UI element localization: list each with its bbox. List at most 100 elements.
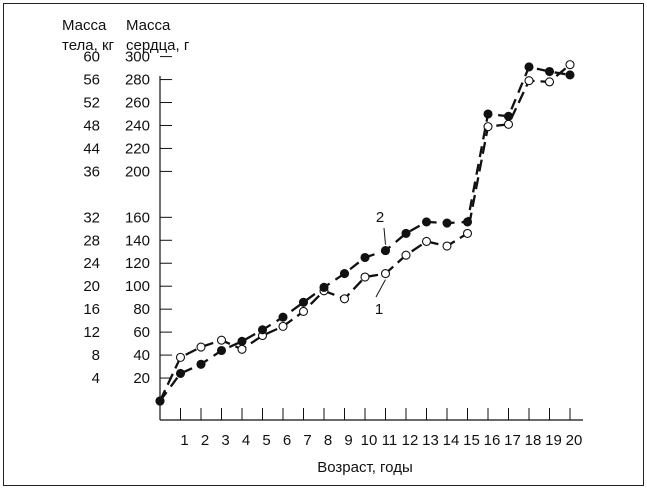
figure-frame xyxy=(3,3,644,486)
data-point-1 xyxy=(544,77,555,87)
y-tick-label-body: 28 xyxy=(83,232,100,249)
y-tick-label-heart: 80 xyxy=(133,301,150,318)
series-layer xyxy=(155,60,575,406)
data-point-2 xyxy=(360,252,370,263)
data-point-1 xyxy=(196,342,206,352)
data-point-2 xyxy=(319,282,329,292)
data-point-1 xyxy=(565,60,575,70)
axis-titles: Масса тела, кг Масса сердца, г Возраст, … xyxy=(62,17,413,476)
data-point-1 xyxy=(524,76,534,86)
data-point-2 xyxy=(483,109,493,119)
x-tick-label: 12 xyxy=(402,432,419,449)
data-point-1 xyxy=(339,294,350,304)
y-tick-label-body: 16 xyxy=(83,301,100,318)
x-tick-label: 9 xyxy=(344,432,352,449)
x-tick-label: 19 xyxy=(545,432,562,449)
axes xyxy=(159,76,583,421)
data-point-1 xyxy=(421,236,432,246)
data-point-2 xyxy=(196,359,206,369)
data-point-2 xyxy=(257,325,268,335)
data-point-1 xyxy=(462,228,473,238)
x-tick-label: 1 xyxy=(180,432,188,449)
y-tick-label-body: 56 xyxy=(83,72,100,89)
x-axis-title: Возраст, годы xyxy=(317,459,412,476)
data-point-2 xyxy=(544,66,555,77)
data-point-2 xyxy=(442,218,452,228)
y-tick-label-heart: 120 xyxy=(125,255,150,272)
data-point-2 xyxy=(503,111,514,121)
data-point-2 xyxy=(155,396,165,406)
data-point-2 xyxy=(216,345,227,356)
data-point-2 xyxy=(401,228,411,238)
x-tick-label: 5 xyxy=(262,432,270,449)
x-tick-label: 16 xyxy=(484,432,501,449)
data-point-2 xyxy=(339,269,350,279)
x-tick-label: 15 xyxy=(463,432,480,449)
y-tick-label-body: 48 xyxy=(83,117,100,134)
right-axis-title-line1: Масса xyxy=(126,17,171,34)
series-label-2: 2 xyxy=(376,209,384,226)
x-tick-label: 2 xyxy=(201,432,209,449)
data-point-2 xyxy=(175,368,186,378)
y-tick-label-heart: 200 xyxy=(125,163,150,180)
x-tick-label: 11 xyxy=(382,432,398,449)
y-tick-label-body: 32 xyxy=(83,209,100,226)
data-point-1 xyxy=(503,119,514,129)
data-point-1 xyxy=(483,122,493,132)
ticks: 2044086012801610020120241402816032200362… xyxy=(83,49,582,449)
series-label-1-leader xyxy=(375,279,386,298)
y-tick-label-body: 8 xyxy=(92,347,100,364)
y-tick-label-body: 52 xyxy=(83,95,100,112)
y-tick-label-heart: 60 xyxy=(133,324,150,341)
right-axis-title-line2: сердца, г xyxy=(126,37,190,54)
data-point-1 xyxy=(360,272,370,282)
data-point-2 xyxy=(524,62,534,72)
x-tick-label: 4 xyxy=(242,432,250,449)
series-label-2-leader xyxy=(383,227,386,245)
data-point-1 xyxy=(401,250,411,260)
y-tick-label-heart: 100 xyxy=(125,278,150,295)
x-tick-label: 8 xyxy=(324,432,332,449)
data-point-1 xyxy=(380,269,391,279)
data-point-2 xyxy=(421,217,432,227)
y-tick-label-heart: 20 xyxy=(133,370,150,387)
x-tick-label: 6 xyxy=(283,432,291,449)
left-axis-title-line1: Масса xyxy=(62,17,107,34)
y-tick-label-heart: 240 xyxy=(125,117,150,134)
x-tick-label: 10 xyxy=(361,432,378,449)
data-point-2 xyxy=(237,336,247,346)
data-point-1 xyxy=(216,335,227,345)
series-labels: 12 xyxy=(375,209,386,318)
y-tick-label-heart: 260 xyxy=(125,95,150,112)
y-tick-label-heart: 220 xyxy=(125,140,150,157)
data-point-2 xyxy=(462,217,473,227)
y-tick-label-body: 44 xyxy=(83,140,100,157)
data-point-1 xyxy=(175,352,186,362)
x-tick-label: 18 xyxy=(525,432,542,449)
y-tick-label-heart: 140 xyxy=(125,232,150,249)
x-tick-label: 17 xyxy=(504,432,521,449)
data-point-1 xyxy=(298,306,309,317)
data-point-1 xyxy=(237,344,247,354)
data-point-2 xyxy=(298,297,309,307)
y-tick-label-heart: 160 xyxy=(125,209,150,226)
y-tick-label-body: 24 xyxy=(83,255,100,272)
y-tick-label-heart: 280 xyxy=(125,72,150,89)
y-tick-label-body: 20 xyxy=(83,278,100,295)
y-tick-label-heart: 300 xyxy=(125,49,150,66)
series-line-1 xyxy=(158,63,571,402)
x-tick-label: 7 xyxy=(303,432,311,449)
y-tick-label-body: 12 xyxy=(83,324,100,341)
y-tick-label-body: 60 xyxy=(83,49,100,66)
x-tick-label: 13 xyxy=(422,432,439,449)
y-tick-label-body: 4 xyxy=(92,370,100,387)
series-2 xyxy=(155,62,575,406)
x-tick-label: 3 xyxy=(221,432,229,449)
series-1 xyxy=(155,60,575,406)
y-tick-label-body: 36 xyxy=(83,163,100,180)
left-axis-title-line2: тела, кг xyxy=(62,37,115,54)
x-tick-label: 20 xyxy=(566,432,583,449)
data-point-2 xyxy=(565,70,575,80)
data-point-1 xyxy=(442,241,452,251)
